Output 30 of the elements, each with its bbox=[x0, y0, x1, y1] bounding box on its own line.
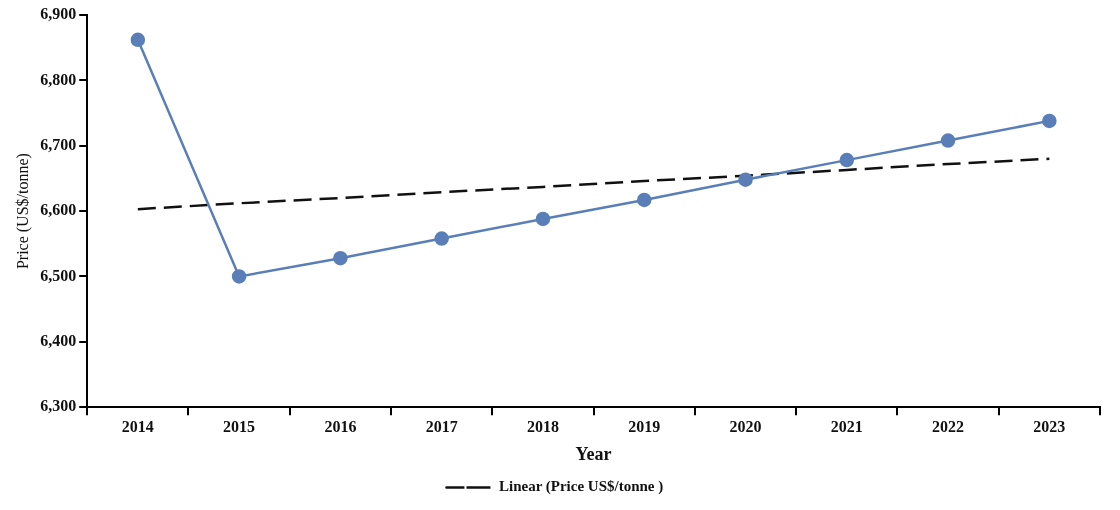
x-tick-label: 2015 bbox=[223, 417, 256, 435]
point bbox=[535, 211, 551, 227]
point bbox=[839, 152, 855, 168]
x-tick-label: 2017 bbox=[425, 417, 458, 435]
x-tick-label: 2014 bbox=[121, 417, 154, 435]
y-tick-label: 6,600 bbox=[40, 201, 77, 219]
y-tick-label: 6,900 bbox=[40, 5, 77, 23]
y-tick-label: 6,500 bbox=[40, 266, 77, 284]
x-tick-label: 2019 bbox=[628, 417, 661, 435]
x-axis-title: Year bbox=[575, 443, 612, 464]
point bbox=[130, 32, 146, 48]
y-axis-title: Price (US$/tonne) bbox=[13, 153, 32, 270]
x-tick-label: 2018 bbox=[526, 417, 559, 435]
point bbox=[636, 192, 652, 208]
y-tick-label: 6,700 bbox=[40, 135, 77, 153]
x-tick-label: 2020 bbox=[729, 417, 762, 435]
x-tick-label: 2023 bbox=[1033, 417, 1066, 435]
point bbox=[434, 231, 449, 246]
y-tick-label: 6,300 bbox=[40, 397, 77, 415]
x-tick-label: 2022 bbox=[932, 417, 965, 435]
point bbox=[1042, 113, 1057, 129]
x-tick-label: 2016 bbox=[324, 417, 357, 435]
y-tick-label: 6,800 bbox=[40, 70, 77, 88]
y-tick-label: 6,400 bbox=[40, 331, 77, 349]
legend-label: Linear (Price US$/tonne ) bbox=[498, 478, 664, 496]
x-tick-label: 2021 bbox=[830, 417, 863, 435]
point bbox=[738, 172, 753, 187]
point bbox=[333, 250, 348, 266]
point bbox=[231, 269, 247, 284]
point bbox=[940, 133, 956, 148]
